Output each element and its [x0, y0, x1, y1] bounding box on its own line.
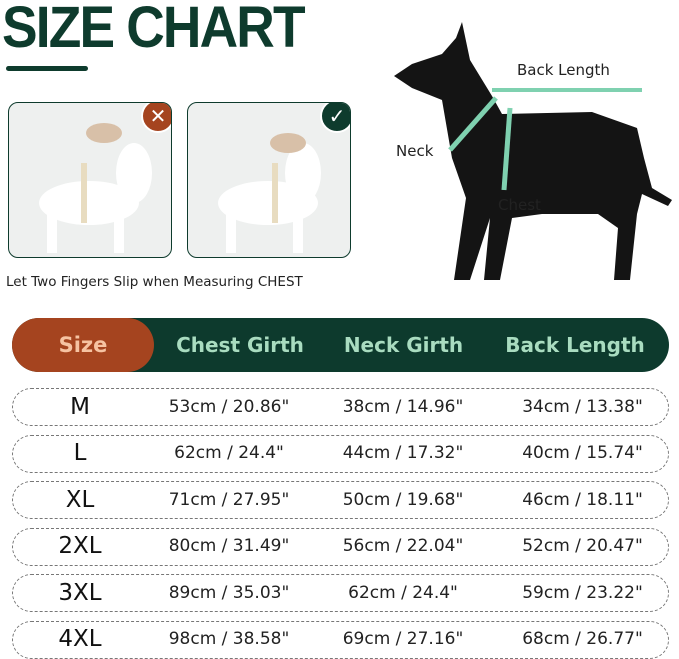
measuring-tip: Let Two Fingers Slip when Measuring CHES… — [6, 274, 303, 290]
cell-neck-girth: 50cm / 19.68" — [342, 489, 464, 510]
wrong-measure-photo: ✕ — [8, 102, 172, 258]
table-row: M 53cm / 20.86" 38cm / 14.96" 34cm / 13.38" — [12, 388, 669, 426]
cell-size: 4XL — [58, 626, 102, 652]
cell-chest-girth: 53cm / 20.86" — [168, 396, 290, 417]
cell-back-length: 34cm / 13.38" — [522, 396, 643, 417]
cell-chest-girth: 80cm / 31.49" — [168, 536, 290, 556]
cell-size: M — [70, 393, 90, 420]
chest-label: Chest — [498, 196, 541, 214]
cell-neck-girth: 56cm / 22.04" — [342, 536, 464, 556]
dog-mannequin-image — [39, 123, 152, 253]
check-icon: ✓ — [320, 103, 350, 133]
header-neck-girth: Neck Girth — [343, 333, 464, 357]
cell-chest-girth: 71cm / 27.95" — [168, 489, 290, 510]
cell-back-length: 46cm / 18.11" — [522, 489, 643, 510]
cell-chest-girth: 62cm / 24.4" — [174, 443, 284, 463]
table-row: 3XL 89cm / 35.03" 62cm / 24.4" 59cm / 23.22… — [12, 574, 669, 612]
cell-chest-girth: 89cm / 35.03" — [168, 582, 290, 603]
back-length-label: Back Length — [517, 61, 610, 79]
table-row: 4XL 98cm / 38.58" 69cm / 27.16" 68cm / 26.7… — [12, 620, 669, 659]
cell-neck-girth: 38cm / 14.96" — [342, 396, 464, 417]
table-header: Size Chest Girth Neck Girth Back Length — [12, 318, 669, 372]
dog-mannequin-image — [218, 133, 321, 253]
cell-size: XL — [65, 486, 95, 513]
cell-back-length: 52cm / 20.47" — [522, 536, 643, 556]
header-size: Size — [12, 318, 154, 372]
dog-silhouette-icon — [394, 22, 672, 280]
cell-size: L — [73, 440, 87, 466]
header-chest-girth: Chest Girth — [176, 333, 304, 357]
table-row: XL 71cm / 27.95" 50cm / 19.68" 46cm / 18.11… — [12, 481, 669, 519]
cell-neck-girth: 44cm / 17.32" — [342, 443, 464, 463]
cell-back-length: 68cm / 26.77" — [522, 629, 643, 649]
page-title: SIZE CHART — [2, 0, 306, 60]
cell-chest-girth: 98cm / 38.58" — [168, 629, 290, 649]
cell-size: 3XL — [58, 579, 102, 606]
cell-neck-girth: 62cm / 24.4" — [348, 582, 458, 603]
cell-back-length: 59cm / 23.22" — [522, 582, 643, 603]
cell-size: 2XL — [58, 533, 102, 559]
table-row: L 62cm / 24.4" 44cm / 17.32" 40cm / 15.74" — [12, 434, 669, 473]
table-row: 2XL 80cm / 31.49" 56cm / 22.04" 52cm / 20.4… — [12, 527, 669, 566]
correct-measure-photo: ✓ — [187, 102, 351, 258]
cell-back-length: 40cm / 15.74" — [522, 443, 643, 463]
wrong-icon: ✕ — [141, 103, 171, 133]
header-back-length: Back Length — [505, 333, 645, 357]
title-underline — [6, 66, 88, 71]
cell-neck-girth: 69cm / 27.16" — [342, 629, 464, 649]
neck-label: Neck — [396, 142, 434, 160]
